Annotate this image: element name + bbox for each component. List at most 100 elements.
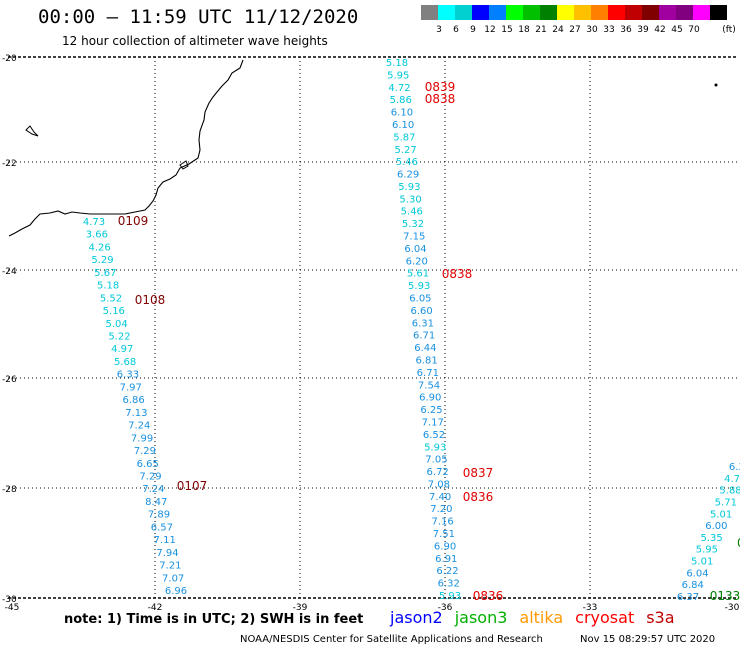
wave-height-value: 5.46 [396, 157, 418, 168]
satellite-cryosat: cryosat [575, 608, 635, 627]
wave-height-value: 7.94 [156, 548, 178, 559]
wave-height-value: 5.86 [390, 95, 412, 106]
wave-height-value: 7.13 [125, 408, 147, 419]
wave-height-value: 6.00 [705, 521, 727, 532]
legend-label: 12 [484, 25, 496, 35]
legend-swatch [625, 5, 642, 20]
wave-height-value: 6.35 [729, 462, 740, 473]
wave-height-value: 6.22 [436, 566, 458, 577]
pass-time-label: 0838 [425, 92, 456, 106]
legend-swatch [455, 5, 472, 20]
wave-height-value: 6.29 [397, 170, 419, 181]
wave-height-value: 5.32 [402, 219, 424, 230]
wave-height-value: 6.91 [435, 554, 457, 565]
wave-height-value: 5.95 [696, 545, 718, 556]
wave-height-value: 7.11 [154, 535, 176, 546]
legend-swatch [642, 5, 659, 20]
legend-label: 30 [586, 25, 598, 35]
y-axis-label: -22 [2, 159, 17, 169]
wave-height-value: 6.65 [137, 459, 159, 470]
y-axis-label: -30 [2, 595, 17, 605]
page-title: 00:00 – 11:59 UTC 11/12/2020 [38, 6, 359, 28]
legend-swatch [489, 5, 506, 20]
x-axis-label: -30 [725, 603, 740, 613]
pass-time-label: 0838 [442, 267, 473, 281]
wave-height-value: 6.86 [122, 395, 144, 406]
wave-height-value: 5.93 [424, 442, 446, 453]
x-axis-label: -33 [583, 603, 598, 613]
wave-height-value: 5.04 [105, 319, 127, 330]
pass-time-label: 0108 [135, 293, 166, 307]
wave-height-value: 6.57 [151, 522, 173, 533]
wave-height-value: 5.93 [398, 182, 420, 193]
wave-height-value: 7.21 [159, 561, 181, 572]
wave-height-value: 5.18 [386, 58, 408, 69]
legend-swatch [421, 5, 438, 20]
wave-height-value: 5.01 [710, 509, 732, 520]
legend-swatch [591, 5, 608, 20]
legend-swatch [659, 5, 676, 20]
wave-height-value: 7.29 [134, 446, 156, 457]
legend-label: 18 [518, 25, 530, 35]
wave-height-value: 6.71 [417, 368, 439, 379]
wave-height-value: 7.15 [403, 232, 425, 243]
wave-height-value: 3.66 [86, 230, 108, 241]
wave-height-value: 7.20 [430, 504, 452, 515]
legend-label: 15 [501, 25, 513, 35]
wave-height-value: 5.87 [393, 132, 415, 143]
footer-note: note: 1) Time is in UTC; 2) SWH is in fe… [64, 612, 364, 627]
wave-height-value: 6.90 [434, 541, 456, 552]
pass-time-label: 0836 [463, 490, 494, 504]
wave-height-value: 5.88 [719, 486, 740, 497]
wave-height-value: 7.05 [425, 455, 447, 466]
wave-height-value: 6.20 [406, 256, 428, 267]
wave-height-value: 6.37 [677, 592, 699, 603]
wave-height-value: 7.97 [120, 382, 142, 393]
wave-height-value: 6.10 [392, 120, 414, 131]
legend-label: 42 [654, 25, 666, 35]
satellite-s3a: s3a [646, 608, 675, 627]
wave-height-value: 5.35 [701, 533, 723, 544]
wave-height-value: 4.97 [111, 344, 133, 355]
legend-label: 24 [552, 25, 564, 35]
page-subtitle: 12 hour collection of altimeter wave hei… [62, 34, 328, 48]
wave-height-value: 6.33 [117, 370, 139, 381]
legend-label: 36 [620, 25, 632, 35]
wave-height-value: 5.61 [407, 269, 429, 280]
wave-height-value: 7.16 [431, 517, 453, 528]
y-axis-label: -24 [2, 267, 17, 277]
legend-swatch [557, 5, 574, 20]
legend-label: 39 [637, 25, 649, 35]
wave-height-value: 4.72 [388, 83, 410, 94]
wave-height-value: 5.93 [439, 591, 461, 602]
x-axis-label: -42 [148, 603, 163, 613]
island-outline [25, 125, 39, 137]
wave-height-value: 5.93 [408, 281, 430, 292]
wave-height-value: 5.27 [394, 145, 416, 156]
legend-swatch [438, 5, 455, 20]
wave-height-value: 7.24 [128, 421, 150, 432]
satellite-altika: altika [519, 608, 564, 627]
satellite-legend: jason2 jason3 altika cryosat s3a [390, 608, 687, 627]
legend-swatch [506, 5, 523, 20]
wave-height-value: 5.29 [91, 255, 113, 266]
pass-time-label: 0839 [425, 80, 456, 94]
x-axis-label: -45 [5, 603, 20, 613]
legend-label: 70 [688, 25, 700, 35]
legend-swatch [472, 5, 489, 20]
wave-height-value: 6.32 [438, 579, 460, 590]
pass-time-label: 0836 [473, 589, 504, 603]
wave-height-value: 6.84 [682, 580, 704, 591]
pass-time-label: 0109 [118, 214, 149, 228]
pass-time-label: 0107 [177, 479, 208, 493]
pass-time-label: 0837 [463, 466, 494, 480]
wave-height-value: 7.08 [428, 479, 450, 490]
island-outline [179, 160, 189, 170]
wave-height-value: 5.68 [114, 357, 136, 368]
y-axis-label: -28 [2, 485, 17, 495]
legend-swatch [608, 5, 625, 20]
credit-text: NOAA/NESDIS Center for Satellite Applica… [240, 634, 543, 645]
wave-height-value: 6.72 [427, 467, 449, 478]
legend-swatch [693, 5, 710, 20]
pass-time-label: 0133 [710, 589, 740, 603]
